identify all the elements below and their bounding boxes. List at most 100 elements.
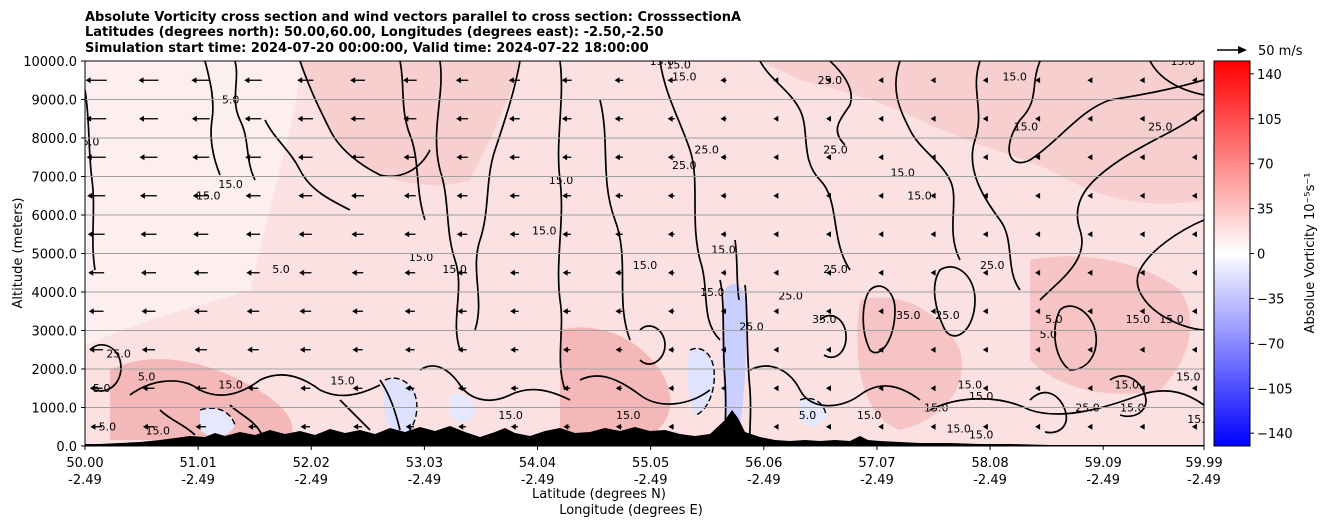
wind-vector (245, 154, 261, 161)
x-tick-label-latitude: 54.04 (519, 456, 556, 471)
wind-vector (562, 346, 571, 353)
wind-vector (930, 192, 936, 199)
wind-vector (614, 154, 623, 161)
wind-vector (457, 269, 468, 276)
contour-line (829, 61, 853, 146)
wind-vector (509, 269, 519, 276)
contour-label: 15.0 (218, 378, 243, 391)
wind-vector (615, 269, 623, 276)
contour-label: 15.0 (969, 390, 994, 403)
wind-vector (615, 192, 623, 199)
wind-vector (404, 231, 416, 238)
wind-vector (245, 192, 261, 199)
wind-vector (1191, 77, 1197, 84)
wind-vector (930, 346, 936, 353)
plot-area: 15.015.05.05.015.015.05.015.015.015.015.… (85, 61, 1212, 446)
wind-vector (510, 385, 519, 392)
contour-label: 15.0 (330, 374, 355, 387)
colorbar-tick-label: 140 (1257, 68, 1282, 83)
wind-vector (509, 115, 520, 122)
wind-vector (773, 269, 779, 276)
wind-vector (1035, 231, 1041, 238)
wind-vector (1035, 77, 1041, 84)
colorbar-tick-label: 35 (1257, 203, 1274, 218)
wind-vector (668, 346, 675, 353)
y-tick-label: 4000.0 (32, 286, 78, 301)
wind-vector (510, 423, 518, 430)
wind-vector (87, 231, 105, 238)
wind-vector (982, 231, 988, 238)
vorticity-field-negative-b (200, 408, 235, 437)
x-axis: 50.00 -2.49 51.01 -2.49 52.02 -2.49 53.03 -2.49… (66, 446, 1223, 488)
contour-label: 15.0 (969, 428, 994, 441)
contour-label: 15.0 (1014, 120, 1039, 133)
wind-vector (298, 231, 312, 238)
contour-label: 25.0 (739, 321, 764, 334)
contour-line (557, 61, 566, 391)
wind-vector (247, 346, 259, 353)
wind-vector (982, 192, 988, 199)
wind-vector (458, 423, 466, 430)
wind-vector (773, 77, 779, 84)
wind-vector (142, 423, 155, 430)
wind-vector (1139, 77, 1145, 84)
wind-vector (402, 77, 417, 84)
x-tick-label-latitude: 52.02 (293, 456, 330, 471)
wind-vector (1035, 308, 1041, 315)
contour-label: 15.0 (1187, 413, 1212, 426)
y-tick-label: 2000.0 (32, 363, 78, 378)
colorbar-tick-label: −140 (1257, 427, 1293, 442)
wind-vector (930, 385, 936, 392)
vorticity-field-patch-b (760, 61, 1204, 204)
wind-vector (405, 423, 414, 430)
wind-vector (1087, 154, 1093, 161)
y-axis: 0.0 1000.0 2000.0 3000.0 4000.0 5000.0 6000.0 7… (23, 55, 85, 455)
contour-label: 15.0 (1159, 313, 1184, 326)
contour-label: 25.0 (823, 263, 848, 276)
x-tick-label-longitude: -2.49 (68, 473, 102, 488)
wind-vector (300, 385, 311, 392)
contour-line (659, 61, 721, 341)
vorticity-field-patch-c (1030, 256, 1191, 394)
wind-vector (457, 346, 467, 353)
wind-vector (141, 346, 155, 353)
contour-line (474, 61, 521, 331)
colorbar-tick-label: −35 (1257, 292, 1284, 307)
title-line-2: Latitudes (degrees north): 50.00,60.00, … (85, 25, 664, 40)
wind-vector (509, 231, 520, 238)
x-tick-label-latitude: 51.01 (180, 456, 217, 471)
contour-label: 15.0 (1126, 313, 1151, 326)
wind-vector (351, 192, 365, 199)
wind-vector (667, 231, 675, 238)
wind-vector (90, 423, 103, 430)
wind-vector (404, 308, 415, 315)
wind-vector (350, 77, 366, 84)
contour-line (862, 285, 896, 354)
contour-label: 15.0 (532, 224, 557, 237)
wind-vector (614, 115, 624, 122)
vorticity-field-patch-f (560, 327, 671, 440)
contour-label: 5.0 (1040, 328, 1058, 341)
wind-vector (1087, 308, 1093, 315)
wind-vector (86, 115, 107, 122)
contour-label: 25.0 (778, 290, 803, 303)
wind-vector (456, 231, 468, 238)
x-tick-label-longitude: -2.49 (973, 473, 1007, 488)
contour-line (204, 61, 221, 176)
wind-vector (195, 385, 207, 392)
wind-vector (720, 77, 727, 84)
contour-label: 15.0 (958, 378, 983, 391)
gridlines (85, 99, 1204, 408)
wind-vector (351, 269, 364, 276)
wind-vector (930, 423, 936, 430)
wind-vector (878, 385, 884, 392)
wind-vector (297, 115, 314, 122)
contour-line (639, 325, 666, 365)
x-axis-label-longitude: Longitude (degrees E) (559, 503, 703, 518)
wind-vector (404, 269, 416, 276)
contour-label: 25.0 (106, 347, 131, 360)
x-tick-label-longitude: -2.49 (181, 473, 215, 488)
wind-vector (1035, 115, 1041, 122)
wind-vector (457, 385, 467, 392)
contour-label: 15.0 (498, 409, 523, 422)
